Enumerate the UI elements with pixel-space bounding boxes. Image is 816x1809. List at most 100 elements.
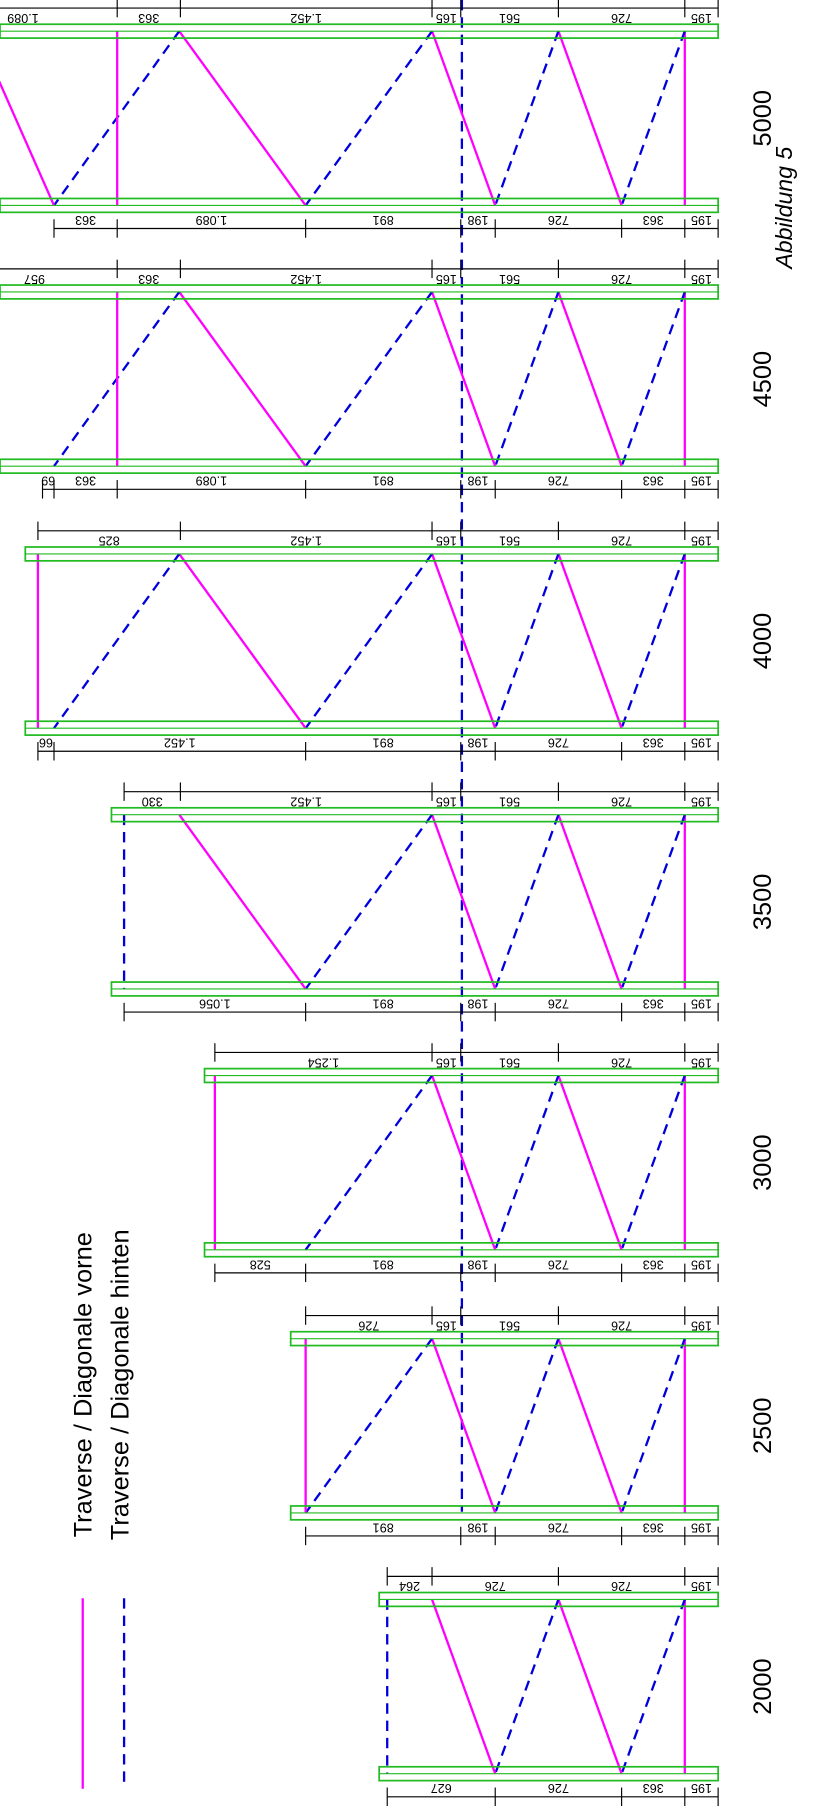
dimension-label: 561 xyxy=(499,1055,520,1069)
dimension-label: 726 xyxy=(548,1520,569,1534)
dimension-label: 1.452 xyxy=(290,795,322,809)
front-member xyxy=(557,30,623,206)
drawing-body: Traverse / Diagonale vorne Traverse / Di… xyxy=(0,0,797,1807)
caption: Abbildung 5 xyxy=(771,147,797,271)
dimension-label: 195 xyxy=(691,736,712,750)
panel-height: 4500 xyxy=(749,351,777,407)
dimension-label: 363 xyxy=(643,1520,664,1534)
front-member xyxy=(178,291,307,467)
back-member xyxy=(620,1599,686,1775)
dimension-label: 363 xyxy=(643,996,664,1010)
back-member xyxy=(304,1337,433,1514)
front-member xyxy=(178,30,307,207)
dimension-label: 726 xyxy=(611,1579,632,1593)
back-member xyxy=(494,814,560,990)
dimension-label: 561 xyxy=(499,795,520,809)
back-member xyxy=(620,814,686,990)
front-member xyxy=(178,814,307,990)
front-member xyxy=(557,1338,623,1514)
front-member xyxy=(430,1599,497,1775)
dimension-label: 1.089 xyxy=(7,11,39,25)
back-member xyxy=(494,1338,560,1514)
dimension-label: 195 xyxy=(691,996,712,1010)
back-member xyxy=(304,1074,433,1251)
panel-height: 4000 xyxy=(749,613,777,669)
front-member xyxy=(0,80,56,206)
dimension-label: 726 xyxy=(611,1318,632,1332)
dimension-label: 195 xyxy=(691,795,712,809)
dimension-label: 1.452 xyxy=(164,736,196,750)
front-member xyxy=(557,814,623,990)
dimension-label: 1.056 xyxy=(199,996,231,1010)
back-member xyxy=(620,291,686,467)
front-member xyxy=(557,291,623,467)
back-member xyxy=(304,553,433,729)
dimension-label: 1.452 xyxy=(290,534,322,548)
front-member xyxy=(557,553,623,729)
back-member xyxy=(620,30,686,206)
dimension-label: 528 xyxy=(250,1257,271,1271)
dimension-label: 1.452 xyxy=(290,272,322,286)
dimension-label: 891 xyxy=(373,996,394,1010)
back-member xyxy=(620,1075,686,1251)
dimension-label: 165 xyxy=(436,1318,457,1332)
back-member xyxy=(494,1075,560,1251)
dimension-label: 330 xyxy=(142,795,163,809)
dimension-label: 561 xyxy=(499,1318,520,1332)
dimension-label: 726 xyxy=(548,213,569,227)
dimension-label: 726 xyxy=(611,272,632,286)
dimension-label: 1.089 xyxy=(196,474,228,488)
dimension-label: 726 xyxy=(611,534,632,548)
dimension-label: 195 xyxy=(691,1579,712,1593)
dimension-label: 363 xyxy=(75,474,96,488)
dimension-label: 195 xyxy=(691,534,712,548)
dimension-label: 1.089 xyxy=(196,213,228,227)
dimension-label: 561 xyxy=(499,272,520,286)
legend-label: Traverse / Diagonale hinten xyxy=(107,1229,135,1540)
back-member xyxy=(620,1338,686,1514)
dimension-label: 198 xyxy=(467,736,488,750)
dimension-label: 363 xyxy=(643,474,664,488)
dimension-label: 726 xyxy=(358,1318,379,1332)
dimension-label: 726 xyxy=(611,795,632,809)
dimension-label: 561 xyxy=(499,534,520,548)
front-member xyxy=(557,1599,623,1775)
back-member xyxy=(494,553,560,729)
dimension-label: 195 xyxy=(691,11,712,25)
dimension-label: 198 xyxy=(467,474,488,488)
back-member xyxy=(53,553,181,729)
dimension-label: 363 xyxy=(75,213,96,227)
dimension-label: 726 xyxy=(548,1781,569,1795)
front-member xyxy=(430,814,497,990)
dimension-label: 195 xyxy=(691,1055,712,1069)
dimension-label: 1.452 xyxy=(290,11,322,25)
dimension-label: 726 xyxy=(548,996,569,1010)
dimension-label: 726 xyxy=(485,1579,506,1593)
panel-height: 3500 xyxy=(749,874,777,930)
dimension-label: 264 xyxy=(399,1579,420,1593)
front-member xyxy=(178,553,307,729)
dimension-label: 726 xyxy=(611,11,632,25)
dimension-label: 165 xyxy=(436,1055,457,1069)
dimension-label: 891 xyxy=(373,1520,394,1534)
dimension-label: 195 xyxy=(691,1520,712,1534)
dimension-label: 561 xyxy=(499,11,520,25)
dimension-label: 198 xyxy=(467,1257,488,1271)
dimension-label: 165 xyxy=(436,272,457,286)
dimension-label: 363 xyxy=(643,213,664,227)
dimension-label: 195 xyxy=(691,213,712,227)
dimension-label: 363 xyxy=(138,272,159,286)
dimension-label: 1.254 xyxy=(308,1055,340,1069)
dimension-label: 726 xyxy=(548,474,569,488)
dimension-label: 165 xyxy=(436,534,457,548)
dimension-label: 363 xyxy=(643,1781,664,1795)
dimension-label: 195 xyxy=(691,1318,712,1332)
panel-height: 3000 xyxy=(749,1134,777,1190)
dimension-label: 363 xyxy=(138,11,159,25)
back-member xyxy=(494,291,560,467)
dimension-label: 627 xyxy=(431,1781,452,1795)
dimension-label: 195 xyxy=(691,474,712,488)
dimension-label: 195 xyxy=(691,272,712,286)
back-member xyxy=(620,553,686,729)
